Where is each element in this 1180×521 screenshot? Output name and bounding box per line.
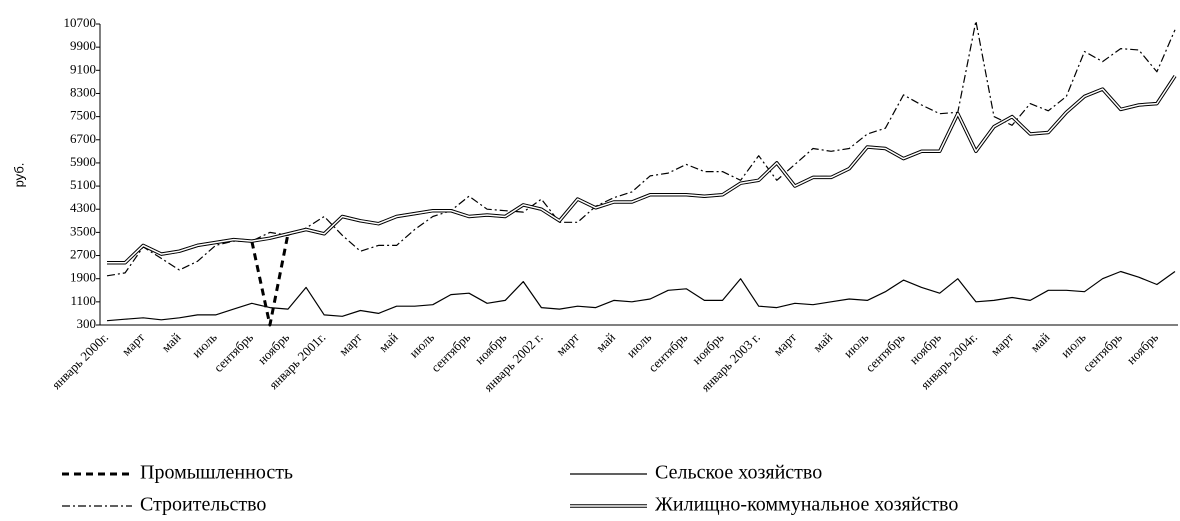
- x-tick-label: май: [158, 330, 183, 355]
- x-tick-label: июль: [1058, 330, 1089, 361]
- series-line: [106, 270, 1176, 322]
- legend-label: Строительство: [140, 494, 266, 516]
- x-tick-label: май: [1027, 330, 1052, 355]
- legend-label: Промышленность: [140, 462, 293, 484]
- y-tick-label: 5900: [70, 154, 96, 169]
- x-tick-label: июль: [841, 330, 872, 361]
- x-tick-label: март: [770, 329, 799, 358]
- x-tick-label: июль: [406, 330, 437, 361]
- y-tick-label: 10700: [64, 15, 97, 30]
- x-tick-label: май: [593, 330, 618, 355]
- x-tick-label: ноябрь: [1123, 330, 1161, 368]
- x-tick-label: сентябрь: [645, 330, 690, 375]
- legend-label: Сельское хозяйство: [655, 462, 822, 484]
- x-tick-label: июль: [623, 330, 654, 361]
- x-tick-label: сентябрь: [428, 330, 473, 375]
- y-tick-label: 2700: [70, 247, 96, 262]
- y-tick-label: 3500: [70, 223, 96, 238]
- y-tick-label: 1100: [70, 293, 96, 308]
- x-tick-label: март: [553, 329, 582, 358]
- x-tick-label: сентябрь: [862, 330, 907, 375]
- y-tick-label: 9900: [70, 38, 96, 53]
- y-tick-label: 4300: [70, 200, 96, 215]
- series-line: [107, 75, 1177, 265]
- x-tick-label: январь 2000г.: [49, 330, 112, 393]
- x-tick-label: июль: [189, 330, 220, 361]
- x-tick-label: март: [987, 329, 1016, 358]
- x-tick-label: март: [118, 329, 147, 358]
- x-tick-label: сентябрь: [211, 330, 256, 375]
- y-tick-label: 5100: [70, 177, 96, 192]
- y-tick-label: 6700: [70, 131, 96, 146]
- x-tick-label: март: [336, 329, 365, 358]
- y-tick-label: 8300: [70, 84, 96, 99]
- y-tick-label: 9100: [70, 61, 96, 76]
- x-tick-label: сентябрь: [1080, 330, 1125, 375]
- y-tick-label: 7500: [70, 108, 96, 123]
- x-tick-label: май: [375, 330, 400, 355]
- x-tick-label: май: [810, 330, 835, 355]
- series-line: [107, 75, 1176, 264]
- y-tick-label: 300: [77, 316, 97, 331]
- y-tick-label: 1900: [70, 270, 96, 285]
- legend-label: Жилищно-коммунальное хозяйство: [655, 494, 958, 516]
- series-line: [107, 75, 1177, 327]
- y-axis-label: руб.: [11, 163, 26, 188]
